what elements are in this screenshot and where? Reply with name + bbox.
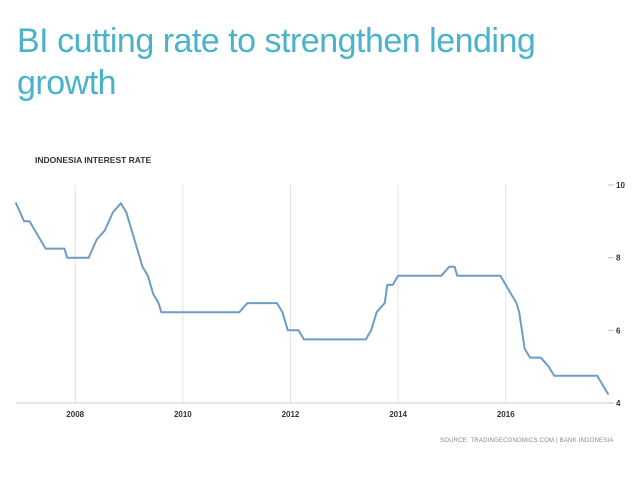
series-layer bbox=[15, 202, 609, 395]
interest-rate-chart: 2008 2010 2012 2014 2016 4 6 8 10 bbox=[15, 181, 625, 419]
grid-layer bbox=[74, 185, 507, 403]
series-line-0 bbox=[15, 202, 609, 395]
y-tick-label-6: 6 bbox=[616, 326, 621, 335]
axis-layer bbox=[16, 184, 614, 404]
y-tick-label-8: 8 bbox=[616, 254, 621, 263]
x-tick-label-2008: 2008 bbox=[66, 410, 84, 419]
chart-source: SOURCE: TRADINGECONOMICS.COM | BANK INDO… bbox=[440, 438, 614, 444]
slide-title: BI cutting rate to strengthen lending gr… bbox=[17, 22, 536, 102]
x-tick-label-2014: 2014 bbox=[389, 410, 407, 419]
x-tick-label-2012: 2012 bbox=[282, 410, 300, 419]
x-tick-label-2010: 2010 bbox=[174, 410, 192, 419]
chart-title: INDONESIA INTEREST RATE bbox=[35, 155, 152, 165]
x-tick-label-2016: 2016 bbox=[497, 410, 515, 419]
y-tick-label-4: 4 bbox=[616, 399, 621, 408]
label-layer: 2008 2010 2012 2014 2016 4 6 8 10 bbox=[66, 181, 625, 419]
y-tick-label-10: 10 bbox=[616, 181, 625, 190]
